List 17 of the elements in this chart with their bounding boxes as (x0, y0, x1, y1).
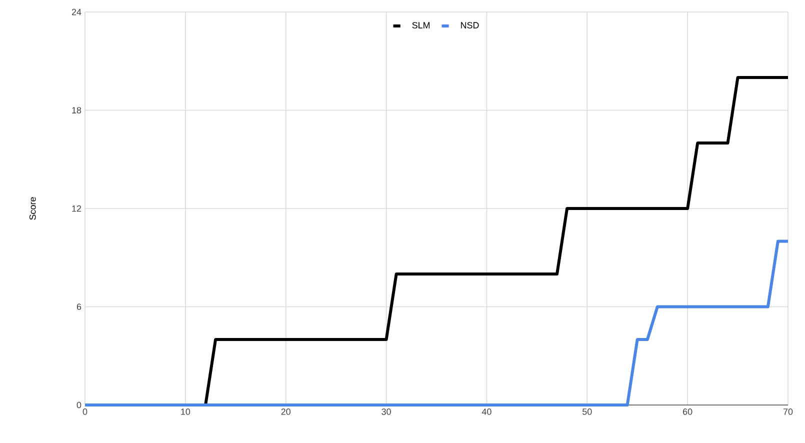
y-tick-label: 18 (72, 107, 82, 114)
y-tick-label: 6 (76, 304, 82, 310)
x-tick-label: 50 (582, 408, 592, 415)
y-tick-label: 24 (72, 8, 82, 16)
x-tick-label: 70 (783, 408, 793, 415)
y-tick-label: 0 (76, 402, 82, 408)
line-series (84, 240, 790, 406)
x-tick-label: 20 (281, 408, 290, 415)
x-tick-label: 30 (382, 408, 391, 415)
x-tick-label: 0 (82, 408, 88, 415)
x-tick-label: 10 (181, 408, 190, 415)
x-tick-label: 60 (683, 408, 692, 415)
legend-label: SLM (412, 22, 430, 28)
y-tick-label: 12 (72, 205, 82, 212)
x-tick-label: 40 (482, 408, 492, 415)
legend-label: NSD (461, 22, 479, 28)
y-axis-title: Score (29, 197, 36, 220)
